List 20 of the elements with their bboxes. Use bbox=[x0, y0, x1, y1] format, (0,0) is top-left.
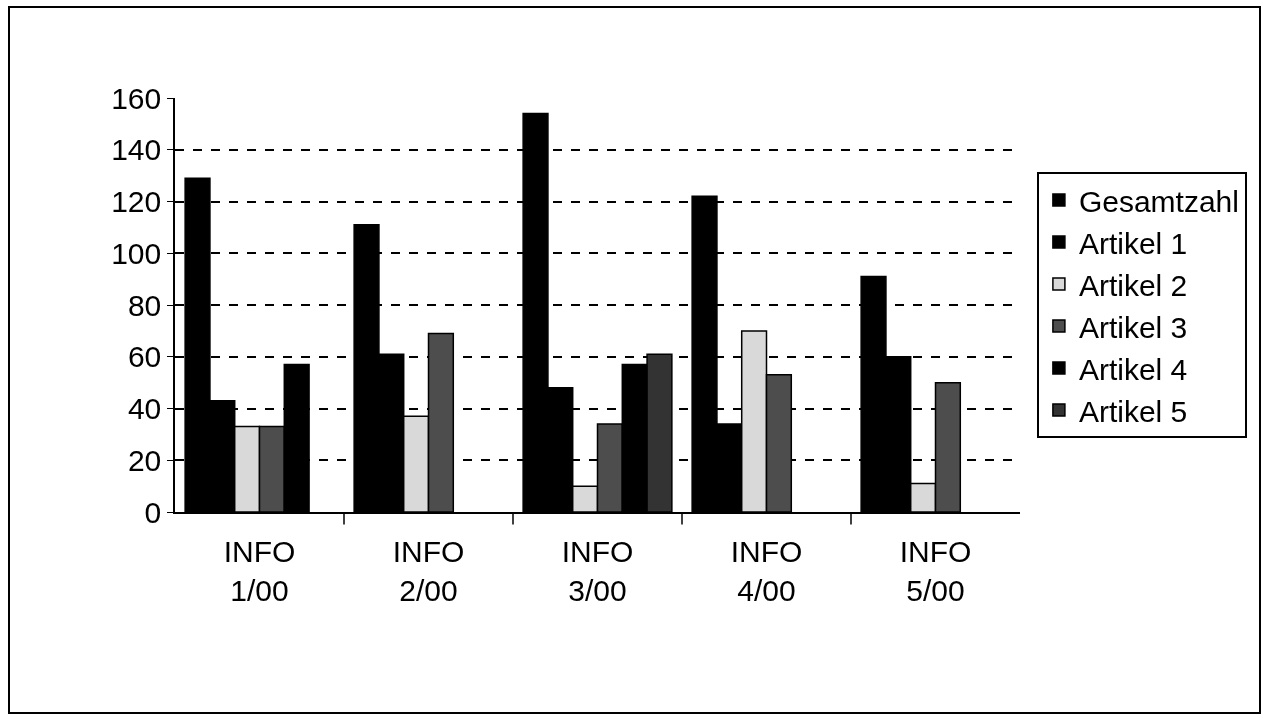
x-tick-label: INFO 1/00 bbox=[223, 534, 296, 607]
y-tick-label: 80 bbox=[127, 288, 162, 322]
legend-label: Artikel 3 bbox=[1078, 310, 1188, 344]
y-tick-label: 20 bbox=[127, 443, 162, 477]
x-tick-label: INFO 2/00 bbox=[392, 534, 465, 607]
legend-label: Artikel 1 bbox=[1078, 226, 1188, 260]
y-tick-label: 40 bbox=[127, 392, 162, 425]
legend-label: Artikel 2 bbox=[1078, 268, 1188, 302]
y-tick-label: 0 bbox=[144, 495, 162, 529]
legend-label: Artikel 4 bbox=[1078, 352, 1188, 386]
x-tick-label: INFO 3/00 bbox=[561, 534, 634, 607]
y-tick-label: 140 bbox=[111, 133, 162, 167]
y-tick-label: 160 bbox=[111, 81, 162, 115]
x-tick-label: INFO 4/00 bbox=[730, 534, 803, 607]
x-tick-label: INFO 5/00 bbox=[899, 534, 972, 607]
legend-label: Artikel 5 bbox=[1078, 394, 1188, 428]
y-tick-label: 60 bbox=[127, 340, 162, 374]
y-tick-label: 100 bbox=[111, 236, 162, 270]
legend-label: Gesamtzahl bbox=[1078, 184, 1239, 218]
y-tick-label: 120 bbox=[111, 185, 162, 218]
